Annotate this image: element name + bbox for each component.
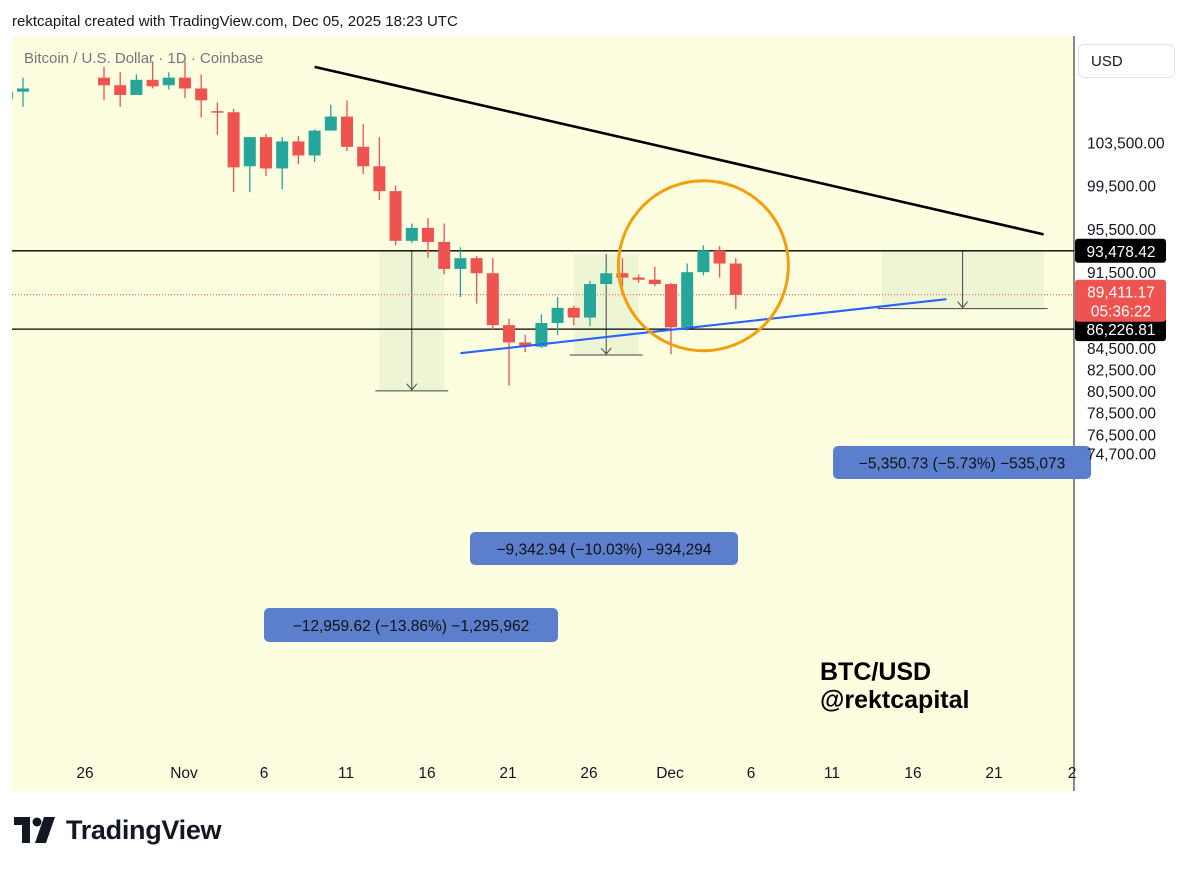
candle-body-2025-11-23: [535, 322, 548, 347]
candle-body-2025-11-22: [519, 342, 532, 347]
measure-label-2: −9,342.94 (−10.03%) −934,294: [496, 542, 711, 559]
candle-body-2025-11-03: [211, 111, 224, 113]
candle-body-2025-11-15: [405, 227, 418, 241]
current-price-label: 89,411.17: [1087, 285, 1155, 302]
descending-trendline: [314, 65, 1044, 236]
measure-arrow-head-2: [600, 347, 612, 355]
level-price-badge-2: [1075, 317, 1166, 342]
currency-button[interactable]: USD: [1078, 44, 1175, 78]
chart-credit: rektcapital created with TradingView.com…: [12, 13, 458, 30]
symbol-description: Bitcoin / U.S. Dollar · 1D · Coinbase: [24, 50, 264, 67]
y-tick-label: 91,500.00: [1087, 265, 1156, 282]
candle-body-2025-12-02: [681, 272, 694, 328]
x-tick-label: 26: [76, 765, 93, 782]
candle-body-2025-11-06: [260, 137, 272, 169]
candle-body-2025-11-08: [292, 141, 305, 156]
time-axis-background: [12, 756, 1074, 791]
level-price-label-2: 86,226.81: [1087, 322, 1156, 339]
x-tick-label: 2: [1068, 765, 1077, 782]
candle-body-2025-12-03: [697, 250, 710, 273]
measure-arrow-head-1: [406, 383, 418, 391]
candle-body-2025-11-13: [373, 166, 386, 192]
level-price-label-1: 93,478.42: [1087, 244, 1156, 261]
tradingview-branding[interactable]: TradingView: [14, 814, 222, 846]
y-tick-label: 82,500.00: [1087, 362, 1156, 379]
candle-body-2025-10-27: [98, 77, 110, 86]
candle-body-2025-11-29: [632, 277, 645, 280]
chart-watermark: BTC/USD @rektcapital: [820, 658, 969, 714]
y-tick-label: 84,500.00: [1087, 341, 1156, 358]
tradingview-logo-icon: [14, 817, 55, 843]
watermark-author: @rektcapital: [820, 686, 970, 714]
candle-body-2025-11-04: [227, 112, 240, 168]
x-tick-label: 16: [904, 765, 921, 782]
measure-label-box-1: [264, 608, 558, 642]
x-tick-label: 16: [418, 765, 435, 782]
x-tick-label: 21: [985, 765, 1002, 782]
current-price-badge: [1075, 279, 1166, 322]
candle-body-2025-11-14: [389, 191, 402, 241]
x-tick-label: 6: [260, 765, 269, 782]
measure-label-box-2: [470, 532, 738, 565]
y-tick-label: 78,500.00: [1087, 406, 1156, 423]
measure-label-1: −12,959.62 (−13.86%) −1,295,962: [293, 618, 530, 635]
watermark-symbol: BTC/USD: [820, 658, 932, 686]
plot-background: [12, 36, 1074, 756]
candle-body-2025-11-05: [243, 137, 256, 167]
candle-body-2025-10-30: [146, 79, 159, 87]
x-tick-label: 11: [338, 765, 354, 782]
x-tick-label: Dec: [656, 765, 684, 782]
x-tick-label: 6: [747, 765, 756, 782]
candle-body-2025-11-27: [600, 273, 613, 285]
measure-label-box-3: [833, 446, 1091, 479]
candle-body-2025-12-04: [713, 250, 726, 264]
level-price-badge-1: [1075, 238, 1166, 263]
candle-body-2025-10-21: [12, 91, 13, 100]
candle-body-2025-11-18: [454, 258, 467, 269]
countdown-label: 05:36:22: [1091, 304, 1151, 321]
brand-name: TradingView: [66, 814, 222, 845]
candle-body-2025-11-28: [616, 273, 629, 278]
x-tick-label: 26: [580, 765, 597, 782]
y-tick-label: 95,500.00: [1087, 222, 1156, 239]
measure-label-3: −5,350.73 (−5.73%) −535,073: [859, 456, 1065, 473]
candle-body-2025-10-31: [162, 77, 175, 86]
y-tick-label: 76,500.00: [1087, 427, 1156, 444]
chart-area[interactable]: −12,959.62 (−13.86%) −1,295,962 −9,342.94…: [12, 36, 1189, 791]
candle-body-2025-10-29: [130, 79, 143, 95]
candle-body-2025-11-24: [551, 307, 564, 323]
candle-body-2025-11-21: [503, 325, 515, 343]
candle-body-2025-11-09: [308, 130, 321, 156]
x-tick-label: 21: [499, 765, 516, 782]
candle-body-2025-11-16: [422, 227, 434, 242]
candle-body-2025-10-28: [114, 85, 127, 95]
y-tick-label: 74,700.00: [1087, 447, 1156, 464]
candle-body-2025-11-01: [179, 77, 191, 89]
highlight-circle: [616, 179, 790, 353]
candle-body-2025-12-01: [665, 284, 677, 328]
y-tick-label: 99,500.00: [1087, 179, 1156, 196]
candle-body-2025-11-07: [276, 141, 289, 169]
candle-body-2025-11-25: [567, 307, 580, 318]
candle-body-2025-11-19: [470, 258, 483, 274]
x-tick-label: 11: [824, 765, 840, 782]
measure-arrow-head-3: [957, 301, 968, 309]
y-tick-label: 103,500.00: [1087, 136, 1165, 153]
price-axis-background: [1074, 36, 1189, 791]
candle-body-2025-11-20: [486, 273, 499, 326]
candle-body-2025-12-05: [729, 263, 742, 295]
candle-body-2025-11-11: [341, 116, 353, 147]
candle-body-2025-11-12: [357, 146, 370, 167]
candle-body-2025-11-26: [584, 284, 596, 318]
candle-body-2025-11-10: [324, 116, 337, 131]
y-tick-label: 80,500.00: [1087, 384, 1156, 401]
candle-body-2025-10-22: [17, 88, 29, 92]
candlestick-chart[interactable]: −12,959.62 (−13.86%) −1,295,962 −9,342.94…: [12, 36, 1189, 791]
candle-body-2025-11-17: [438, 241, 451, 269]
candle-body-2025-11-02: [195, 88, 208, 101]
candle-body-2025-11-30: [648, 279, 661, 285]
x-tick-label: Nov: [170, 765, 198, 782]
ascending-trendline: [460, 298, 947, 355]
